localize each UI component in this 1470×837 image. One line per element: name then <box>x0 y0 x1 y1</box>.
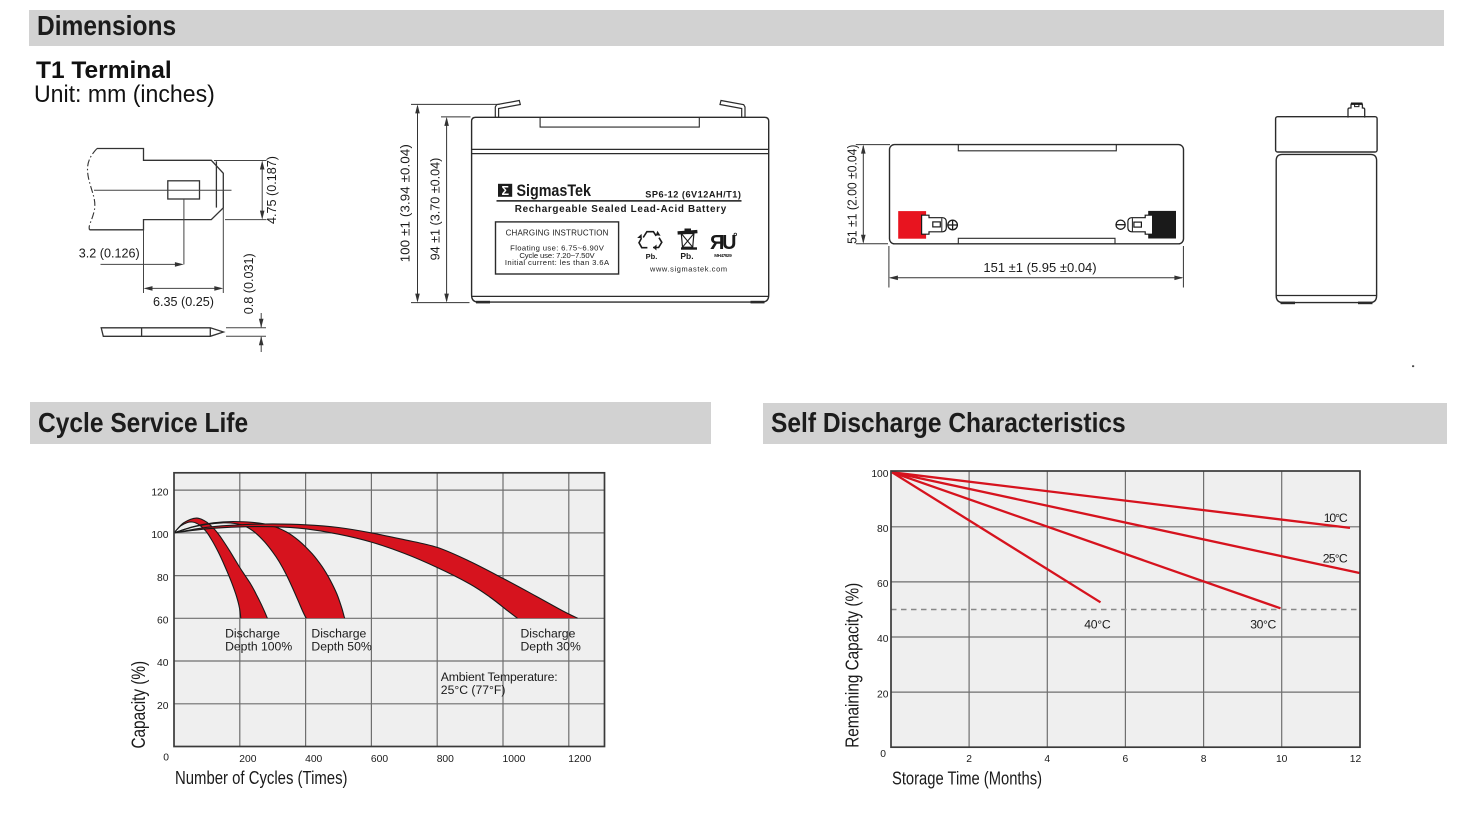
svg-text:100 ±1 (3.94 ±0.04): 100 ±1 (3.94 ±0.04) <box>398 144 413 262</box>
svg-text:6: 6 <box>1123 754 1129 765</box>
svg-text:80: 80 <box>877 524 889 535</box>
svg-text:120: 120 <box>151 487 168 498</box>
svg-text:Initial current: les than 3.6A: Initial current: les than 3.6A <box>505 258 610 267</box>
svg-text:ЯU: ЯU <box>710 232 736 254</box>
svg-text:Pb.: Pb. <box>680 251 693 261</box>
svg-text:40: 40 <box>877 634 889 645</box>
svg-text:Depth 30%: Depth 30% <box>521 639 581 653</box>
svg-text:SP6-12 (6V12AH/T1): SP6-12 (6V12AH/T1) <box>645 189 741 199</box>
svg-text:800: 800 <box>437 754 454 765</box>
svg-text:1200: 1200 <box>568 754 591 765</box>
svg-text:1000: 1000 <box>503 754 526 765</box>
svg-text:94 ±1 (3.70 ±0.04): 94 ±1 (3.70 ±0.04) <box>428 158 443 261</box>
svg-text:60: 60 <box>877 579 889 590</box>
svg-text:Capacity (%): Capacity (%) <box>129 661 150 749</box>
svg-text:www.sigmastek.com: www.sigmastek.com <box>649 265 727 274</box>
svg-text:0: 0 <box>880 749 886 760</box>
svg-text:SigmasTek: SigmasTek <box>517 182 592 200</box>
svg-text:100: 100 <box>871 469 888 480</box>
svg-text:40°C: 40°C <box>1084 618 1111 632</box>
svg-text:MH47929: MH47929 <box>714 253 732 258</box>
svg-text:20: 20 <box>877 689 889 700</box>
svg-text:25°C: 25°C <box>1323 551 1348 565</box>
svg-text:Rechargeable Sealed Lead-Acid: Rechargeable Sealed Lead-Acid Battery <box>515 204 727 215</box>
svg-text:Remaining Capacity (%): Remaining Capacity (%) <box>842 583 863 748</box>
svg-text:80: 80 <box>157 573 169 584</box>
svg-text:Depth 50%: Depth 50% <box>311 639 371 653</box>
svg-text:Discharge: Discharge <box>521 626 576 640</box>
svg-text:25°C (77°F): 25°C (77°F) <box>441 683 506 697</box>
svg-text:100: 100 <box>151 530 168 541</box>
svg-text:0: 0 <box>163 752 169 763</box>
svg-text:51 ±1 (2.00 ±0.04): 51 ±1 (2.00 ±0.04) <box>845 144 860 243</box>
svg-text:60: 60 <box>157 616 169 627</box>
svg-text:20: 20 <box>157 701 169 712</box>
svg-text:10: 10 <box>1276 754 1288 765</box>
svg-text:Pb.: Pb. <box>646 252 658 261</box>
svg-text:Floating use: 6.75~6.90V: Floating use: 6.75~6.90V <box>510 243 605 252</box>
svg-text:30°C: 30°C <box>1250 618 1276 632</box>
svg-text:6.35 (0.25): 6.35 (0.25) <box>153 294 214 309</box>
svg-text:3.2 (0.126): 3.2 (0.126) <box>79 246 140 261</box>
svg-text:Number of Cycles (Times): Number of Cycles (Times) <box>175 768 348 788</box>
svg-text:Ambient Temperature:: Ambient Temperature: <box>441 670 558 684</box>
svg-text:Discharge: Discharge <box>225 626 280 640</box>
svg-text:600: 600 <box>371 754 388 765</box>
svg-text:Depth 100%: Depth 100% <box>225 639 292 653</box>
svg-text:0.8 (0.031): 0.8 (0.031) <box>241 253 256 314</box>
svg-text:Discharge: Discharge <box>311 626 366 640</box>
svg-text:8: 8 <box>1201 754 1207 765</box>
svg-text:4: 4 <box>1044 754 1050 765</box>
svg-text:10°C: 10°C <box>1324 511 1348 525</box>
svg-text:Storage Time (Months): Storage Time (Months) <box>892 769 1042 789</box>
svg-text:CHARGING INSTRUCTION: CHARGING INSTRUCTION <box>506 228 609 237</box>
svg-text:4.75 (0.187): 4.75 (0.187) <box>264 156 279 224</box>
svg-text:40: 40 <box>157 658 169 669</box>
svg-text:Σ: Σ <box>501 184 509 198</box>
svg-text:400: 400 <box>305 754 322 765</box>
svg-text:2: 2 <box>966 754 972 765</box>
svg-text:151 ±1 (5.95 ±0.04): 151 ±1 (5.95 ±0.04) <box>983 260 1096 275</box>
svg-text:Cycle use: 7.20~7.50V: Cycle use: 7.20~7.50V <box>519 251 595 260</box>
svg-text:200: 200 <box>239 754 256 765</box>
svg-text:12: 12 <box>1350 754 1362 765</box>
